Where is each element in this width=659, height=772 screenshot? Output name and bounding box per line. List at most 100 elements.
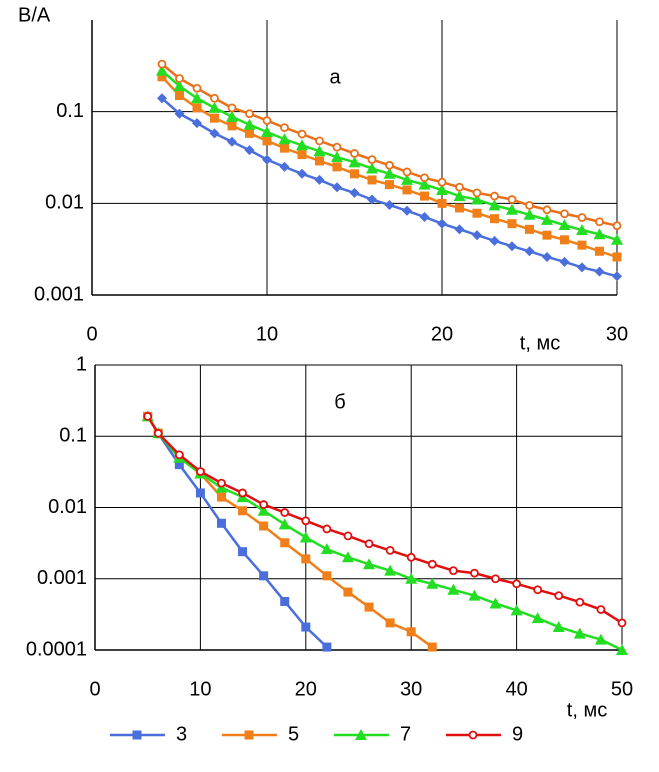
point	[426, 577, 439, 589]
point	[227, 121, 237, 131]
y-tick-label: 0.1	[56, 100, 84, 122]
point	[405, 572, 418, 584]
legend-marker	[355, 729, 367, 740]
point	[512, 579, 521, 589]
point	[575, 597, 585, 607]
point	[420, 173, 429, 183]
point	[208, 101, 221, 113]
point	[301, 622, 311, 632]
point	[560, 209, 569, 219]
point	[210, 113, 219, 123]
point	[157, 93, 167, 104]
point	[595, 217, 604, 227]
point	[455, 203, 464, 213]
point	[554, 591, 564, 601]
point	[322, 571, 332, 581]
point	[552, 621, 565, 633]
point	[384, 564, 397, 576]
point	[195, 488, 205, 498]
point	[437, 177, 447, 187]
point	[216, 492, 226, 502]
legend-label: 7	[400, 723, 411, 745]
legend-marker	[468, 730, 478, 740]
point	[437, 198, 447, 208]
point	[332, 182, 342, 193]
point	[343, 587, 353, 597]
point	[472, 208, 482, 218]
y-tick-label: 0.01	[45, 192, 84, 214]
point	[332, 162, 342, 172]
point	[296, 139, 308, 151]
point	[401, 173, 413, 185]
y-tick-label: 0.001	[34, 283, 84, 305]
annotation: а	[329, 66, 341, 88]
point	[343, 531, 353, 541]
point	[257, 504, 270, 516]
point	[448, 566, 458, 576]
point	[385, 545, 395, 555]
point	[406, 552, 416, 562]
series-line	[146, 415, 623, 652]
point	[245, 109, 254, 119]
series-line	[146, 415, 328, 648]
point	[227, 103, 237, 113]
point	[560, 235, 569, 245]
point	[175, 74, 184, 83]
point	[420, 191, 429, 201]
point	[262, 136, 272, 146]
point	[280, 123, 289, 133]
point	[542, 230, 552, 240]
y-tick-label: 1	[76, 353, 87, 375]
point	[510, 604, 523, 616]
legend-label: 3	[176, 723, 187, 745]
point	[315, 136, 324, 146]
point	[472, 230, 482, 241]
point	[595, 246, 604, 256]
point	[322, 524, 332, 534]
x-tick-label: 0	[89, 678, 100, 700]
series-line	[146, 415, 434, 649]
point	[507, 219, 517, 229]
point	[259, 500, 269, 509]
point	[301, 554, 311, 564]
point	[542, 205, 552, 215]
point	[616, 644, 628, 655]
point	[611, 233, 623, 245]
point	[402, 185, 412, 195]
point	[173, 80, 186, 92]
y-tick-label: 0.01	[48, 496, 87, 518]
point	[259, 571, 269, 581]
x-tick-label: 10	[256, 323, 278, 345]
point	[262, 154, 272, 165]
point	[577, 240, 587, 250]
point	[278, 518, 291, 530]
point	[531, 612, 544, 624]
point	[594, 266, 605, 277]
point	[315, 156, 324, 166]
point	[156, 64, 168, 76]
x-axis-label: t, мс	[520, 332, 560, 354]
point	[297, 129, 307, 139]
x-tick-label: 20	[431, 323, 453, 345]
point	[209, 128, 220, 139]
point	[468, 589, 481, 601]
point	[297, 150, 307, 160]
point	[314, 174, 325, 185]
point	[383, 167, 396, 179]
point	[524, 246, 535, 257]
legend-marker	[132, 730, 142, 740]
point	[533, 585, 543, 595]
point	[320, 543, 333, 555]
point	[278, 133, 291, 145]
point	[419, 211, 430, 222]
point	[238, 488, 247, 498]
point	[363, 558, 376, 570]
point	[143, 411, 153, 421]
point	[226, 110, 238, 122]
point	[491, 574, 500, 584]
point	[238, 547, 248, 557]
point	[297, 168, 307, 179]
y-tick-label: 0.001	[37, 567, 87, 589]
point	[349, 187, 360, 198]
point	[192, 103, 202, 113]
